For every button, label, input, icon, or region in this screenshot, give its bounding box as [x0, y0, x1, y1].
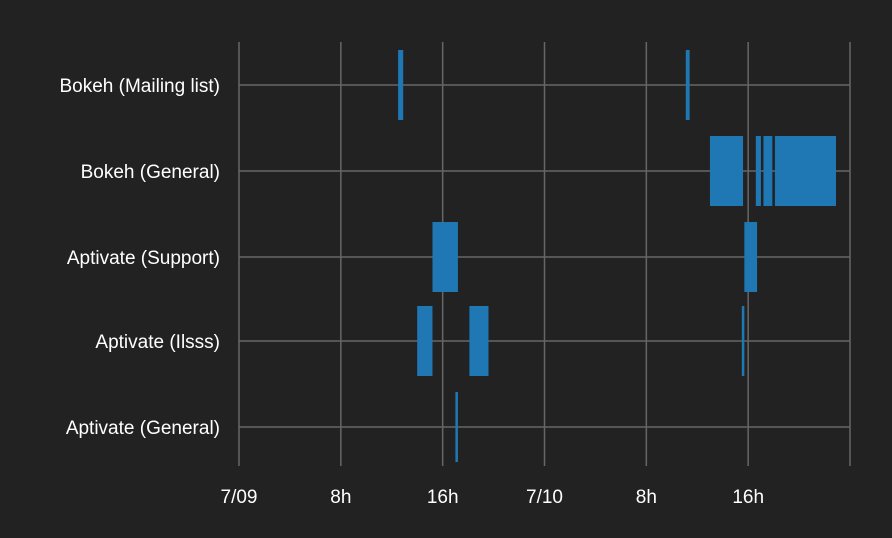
interval-bar [685, 50, 690, 120]
interval-bar [741, 306, 745, 376]
x-tick-label: 16h [427, 487, 459, 508]
interval-bar [398, 50, 404, 120]
interval-bar [432, 222, 458, 292]
category-label: Aptivate (General) [66, 418, 220, 439]
x-tick-label: 16h [732, 487, 764, 508]
interval-bar [744, 222, 758, 292]
interval-bar [455, 392, 458, 462]
x-tick-label: 7/10 [526, 487, 563, 508]
interval-bar [469, 306, 489, 376]
category-label: Bokeh (General) [81, 162, 220, 183]
bars [398, 50, 836, 462]
interval-bar [417, 306, 433, 376]
x-tick-label: 8h [330, 487, 351, 508]
interval-bar [709, 136, 744, 206]
gridlines [238, 42, 851, 466]
interval-bar [763, 136, 773, 206]
category-label: Aptivate (Support) [67, 248, 220, 269]
interval-bar [774, 136, 836, 206]
category-label: Bokeh (Mailing list) [60, 76, 221, 97]
interval-bar [755, 136, 761, 206]
x-tick-label: 7/09 [221, 487, 258, 508]
axis-labels: Bokeh (Mailing list) Bokeh (General) Aptiv… [60, 76, 765, 508]
x-tick-label: 8h [636, 487, 657, 508]
category-label: Aptivate (Ilsss) [95, 332, 220, 353]
